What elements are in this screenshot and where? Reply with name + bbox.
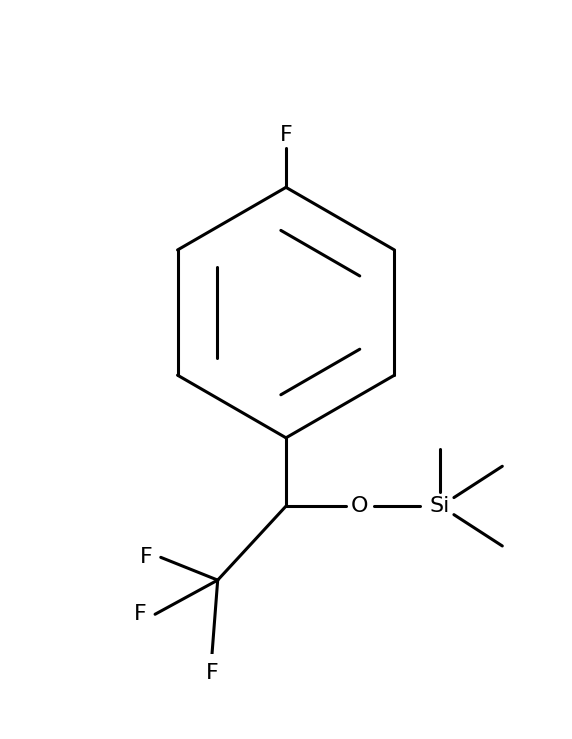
Text: F: F: [280, 125, 292, 145]
Text: F: F: [205, 663, 219, 683]
Text: F: F: [140, 548, 152, 568]
Text: O: O: [351, 496, 369, 516]
Text: F: F: [134, 605, 146, 624]
Text: Si: Si: [430, 496, 450, 516]
